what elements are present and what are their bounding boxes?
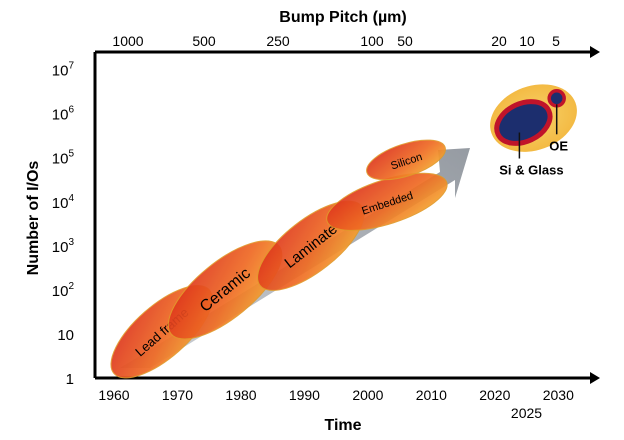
y-tick-label: 102 [52,281,75,300]
x-axis-arrowhead [590,372,600,384]
y-tick-label: 106 [52,105,75,124]
y-tick-label: 10 [57,327,74,344]
y-tick-label: 105 [52,149,75,168]
x2-tick-label: 20 [491,33,507,49]
label-oe: OE [549,138,568,153]
x2-tick-label: 500 [192,33,216,49]
x-tick-label: 1970 [162,387,193,403]
x-tick-label: 1980 [225,387,256,403]
x-tick-label: 2020 [479,387,510,403]
ellipse-embedded [326,172,448,231]
x-tick-label: 2000 [352,387,383,403]
x-tick-label: 1990 [289,387,320,403]
x-tick-label: 2030 [543,387,574,403]
x-axis-title: Time [324,417,361,434]
y-tick-label: 104 [52,193,75,212]
y-tick-label: 103 [52,237,75,256]
x2-tick-label: 100 [360,33,384,49]
y-tick-label: 107 [52,61,75,80]
marker-oe [547,89,566,108]
x2-tick-label: 1000 [112,33,143,49]
x2-tick-label: 10 [519,33,535,49]
x2-tick-label: 250 [266,33,290,49]
x2-tick-label: 5 [552,33,560,49]
y-axis-title: Number of I/Os [25,161,42,276]
x-tick-label: 2025 [511,405,542,421]
y-tick-label: 1 [66,371,74,388]
axes [93,46,600,384]
x-tick-label: 1960 [98,387,129,403]
ellipse-si-glass [494,99,553,146]
x2-axis-title: Bump Pitch (µm) [279,9,406,26]
x-tick-label: 2010 [416,387,447,403]
ellipse-silicon [366,139,446,181]
x2-axis-arrowhead [590,46,600,58]
x2-tick-label: 50 [397,33,413,49]
label-si-glass: Si & Glass [499,163,563,178]
